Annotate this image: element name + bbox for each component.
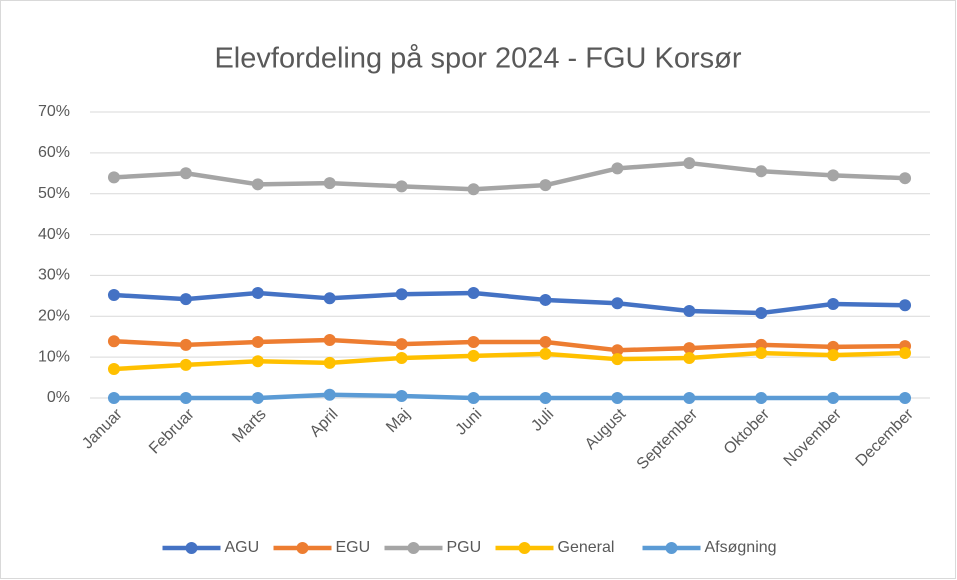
y-tick-label: 40% <box>38 226 70 243</box>
point <box>179 338 192 351</box>
legend-marker <box>518 542 531 554</box>
point <box>251 336 264 349</box>
point <box>827 169 840 182</box>
legend-marker <box>407 542 420 554</box>
point <box>395 351 408 364</box>
point <box>323 388 336 401</box>
point <box>539 347 552 360</box>
point <box>611 297 624 310</box>
point <box>179 167 192 180</box>
point <box>899 172 912 185</box>
point <box>755 347 768 360</box>
legend-marker <box>296 542 309 554</box>
point <box>539 179 552 192</box>
point <box>107 289 120 302</box>
point <box>395 338 408 351</box>
legend-label: EGU <box>336 539 371 556</box>
point <box>683 157 696 170</box>
point <box>755 165 768 178</box>
point <box>179 358 192 371</box>
point <box>683 351 696 364</box>
point <box>107 171 120 184</box>
y-tick-label: 20% <box>38 308 70 325</box>
legend-marker <box>185 542 198 554</box>
series-line <box>113 392 906 401</box>
point <box>467 336 480 349</box>
point <box>251 392 264 404</box>
point <box>827 392 840 404</box>
series-line <box>113 350 906 372</box>
point <box>323 333 336 346</box>
point <box>395 180 408 193</box>
series-line <box>113 337 906 353</box>
point <box>467 183 480 196</box>
point <box>467 392 480 404</box>
y-tick-label: 30% <box>38 267 70 284</box>
legend-label: Afsøgning <box>705 539 777 556</box>
point <box>611 344 624 357</box>
point <box>323 292 336 305</box>
point <box>107 392 120 404</box>
point <box>611 162 624 175</box>
point <box>755 307 768 320</box>
y-tick-label: 50% <box>38 185 70 202</box>
point <box>899 347 912 360</box>
point <box>827 349 840 362</box>
y-tick-label: 70% <box>38 103 70 120</box>
point <box>827 298 840 311</box>
series-line <box>113 290 906 316</box>
y-tick-label: 60% <box>38 144 70 161</box>
point <box>899 392 912 404</box>
legend-label: PGU <box>447 539 482 556</box>
point <box>323 177 336 190</box>
point <box>323 356 336 369</box>
point <box>467 286 480 299</box>
point <box>179 392 192 404</box>
point <box>611 353 624 366</box>
point <box>683 342 696 355</box>
point <box>683 392 696 404</box>
point <box>107 362 120 375</box>
point <box>539 336 552 349</box>
point <box>683 304 696 317</box>
point <box>251 355 264 368</box>
point <box>179 293 192 306</box>
legend-label: General <box>558 539 615 556</box>
point <box>251 286 264 299</box>
legend-marker <box>665 542 678 554</box>
point <box>611 392 624 404</box>
point <box>107 335 120 348</box>
point <box>251 178 264 191</box>
point <box>899 299 912 312</box>
point <box>755 392 768 404</box>
point <box>395 288 408 301</box>
y-tick-label: 0% <box>47 389 70 406</box>
point <box>539 293 552 306</box>
point <box>395 389 408 402</box>
y-tick-label: 10% <box>38 348 70 365</box>
point <box>467 349 480 362</box>
series-line <box>113 160 906 192</box>
point <box>539 392 552 404</box>
chart-title: Elevfordeling på spor 2024 - FGU Korsør <box>214 43 741 75</box>
legend-label: AGU <box>225 539 260 556</box>
